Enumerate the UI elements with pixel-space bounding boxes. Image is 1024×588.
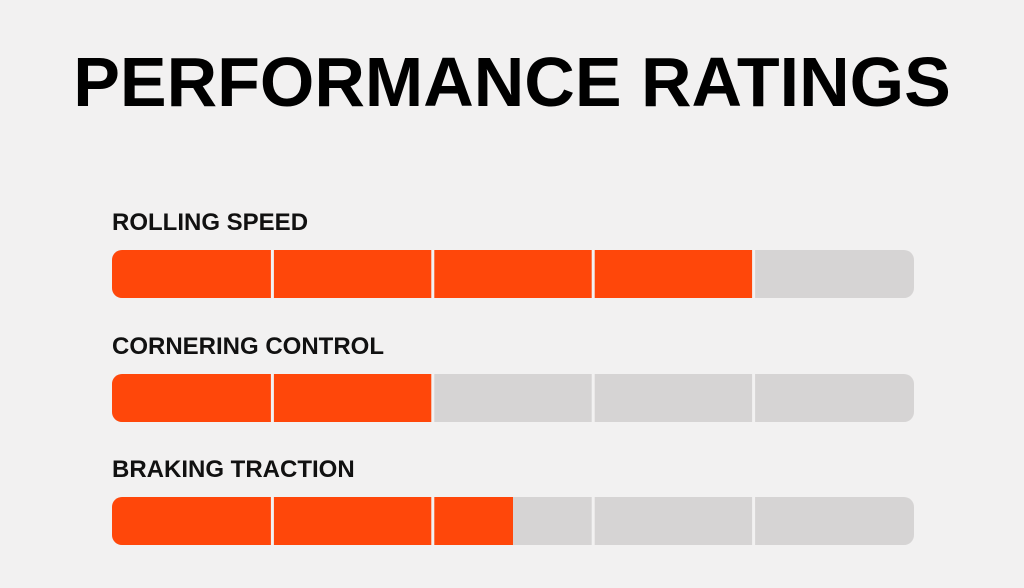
bar-label: CORNERING CONTROL (112, 333, 384, 360)
bar-row (112, 497, 914, 545)
chart-title: PERFORMANCE RATINGS (73, 43, 951, 121)
bar-row (112, 250, 914, 298)
bar (112, 497, 513, 545)
bar-row (112, 374, 914, 422)
bar-label: BRAKING TRACTION (112, 456, 355, 483)
bar-label: ROLLING SPEED (112, 209, 308, 236)
